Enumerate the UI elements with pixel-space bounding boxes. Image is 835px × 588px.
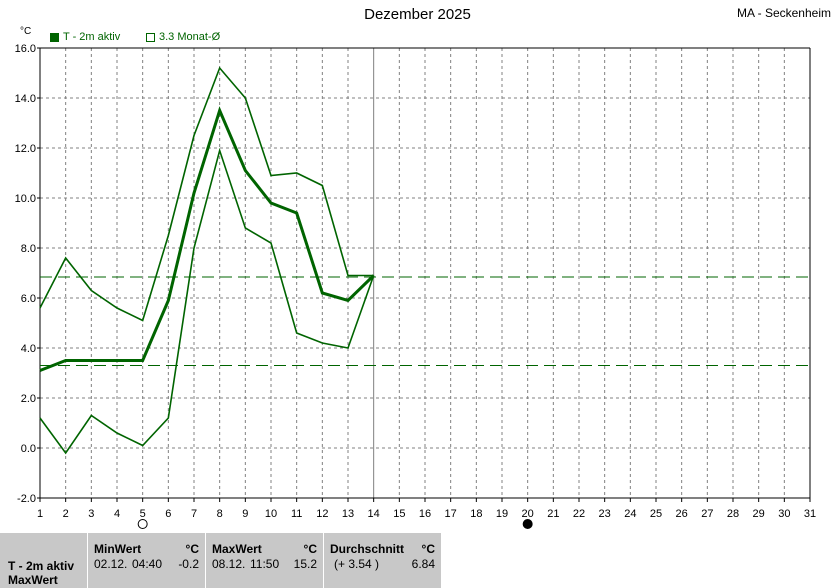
x-tick-label: 19 [496,508,508,520]
series-line-avg [39,106,375,372]
stats-avg-unit: °C [421,542,435,556]
stats-max-cell: MaxWert °C 08.12. 11:50 15.2 [206,533,324,588]
x-tick-label: 3 [88,508,94,520]
x-tick-label: 28 [727,508,739,520]
legend-item-average: 3.3 Monat-Ø [146,31,220,43]
y-tick-label: 16.0 [15,43,36,55]
stats-min-header: MinWert [94,542,142,556]
x-tick-label: 15 [393,508,405,520]
legend-item-current: T - 2m aktiv [50,31,120,43]
x-tick-label: 5 [140,508,146,520]
legend-label-average: 3.3 Monat-Ø [159,31,221,43]
y-tick-label: -2.0 [17,493,36,505]
series-line-max [39,66,374,322]
x-tick-label: 22 [573,508,585,520]
x-tick-label: 24 [624,508,636,520]
x-tick-label: 2 [63,508,69,520]
x-tick-label: 26 [676,508,688,520]
x-tick-label: 23 [599,508,611,520]
stats-max-date: 08.12. [212,557,246,571]
stats-max-value: 15.2 [293,557,317,571]
temperature-chart: -2.00.02.04.06.08.010.012.014.016.01 2 3 4 5… [15,43,816,529]
legend-label-current: T - 2m aktiv [63,31,121,43]
x-tick-label: 8 [217,508,223,520]
x-tick-label: 30 [778,508,790,520]
x-tick-label: 21 [547,508,559,520]
x-tick-label: 10 [265,508,277,520]
stats-max-time: 11:50 [250,557,280,571]
y-tick-label: 0.0 [21,443,36,455]
stats-avg-cell: Durchschnitt °C (+ 3.54 ) 6.84 [324,533,442,588]
x-tick-label: 25 [650,508,662,520]
x-tick-label: 9 [242,508,248,520]
stats-row-label: T - 2m aktiv [8,559,75,573]
x-tick-label: 7 [191,508,197,520]
x-tick-label: 17 [445,508,457,520]
stats-panel: T - 2m aktiv MaxWert MinWert °C 02.12. 0… [0,533,835,588]
stats-avg-value: 6.84 [411,557,435,571]
station-name: MA - Seckenheim [736,6,831,20]
legend-swatch-outline [146,32,155,42]
y-unit-label: °C [20,26,32,37]
stats-max-header: MaxWert [212,542,262,556]
y-tick-label: 6.0 [21,293,36,305]
x-tick-label: 27 [701,508,713,520]
y-tick-label: 10.0 [15,193,36,205]
x-tick-label: 6 [165,508,171,520]
x-tick-label: 4 [114,508,120,520]
stats-avg-header: Durchschnitt [330,542,405,556]
stats-min-date: 02.12. [94,557,128,571]
stats-min-value: -0.2 [178,557,199,571]
x-tick-label: 18 [470,508,482,520]
x-tick-label: 29 [753,508,765,520]
y-tick-label: 12.0 [15,143,36,155]
new-moon-icon [522,519,533,529]
x-tick-label: 20 [522,508,534,520]
y-tick-label: 4.0 [21,343,36,355]
y-tick-label: 2.0 [21,393,36,405]
x-tick-label: 1 [37,508,43,520]
y-tick-label: 8.0 [21,243,36,255]
chart-title: Dezember 2025 [364,6,471,23]
stats-row-label-cell: T - 2m aktiv MaxWert [0,533,88,588]
full-moon-icon [137,519,148,529]
x-tick-label: 14 [368,508,380,520]
y-tick-label: 14.0 [15,93,36,105]
stats-max-unit: °C [303,542,317,556]
series-line-min [39,147,375,455]
stats-row-sublabel: MaxWert [8,573,58,587]
legend-swatch-filled [50,32,59,42]
x-tick-label: 12 [316,508,328,520]
x-tick-label: 16 [419,508,431,520]
x-tick-label: 13 [342,508,354,520]
stats-min-cell: MinWert °C 02.12. 04:40 -0.2 [88,533,206,588]
stats-avg-deviation: (+ 3.54 ) [334,557,380,571]
stats-min-time: 04:40 [132,557,163,571]
stats-min-unit: °C [185,542,199,556]
x-tick-label: 31 [804,508,816,520]
x-tick-label: 11 [291,508,302,520]
